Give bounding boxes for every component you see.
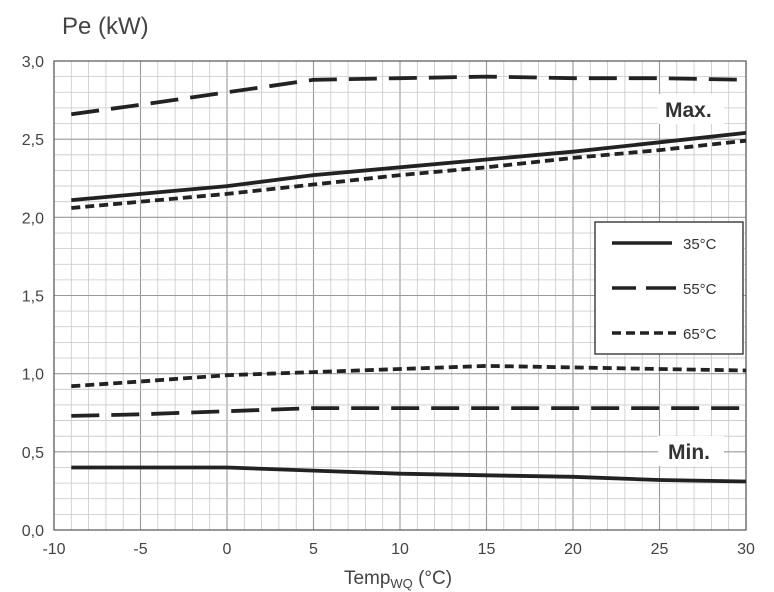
x-tick-label: 15 bbox=[478, 541, 496, 558]
series-line-min-short-dash bbox=[71, 363, 747, 389]
x-tick-label: 30 bbox=[737, 541, 755, 558]
series-line-max-short-dash bbox=[71, 138, 747, 210]
legend-label-35c: 35°C bbox=[683, 236, 717, 253]
annotations: Max. Min. bbox=[658, 94, 724, 466]
y-tick-label: 2,5 bbox=[22, 132, 44, 149]
annotation-min-bg bbox=[658, 436, 724, 466]
x-axis-title: TempWQ (°C) bbox=[344, 568, 452, 591]
annotation-max: Max. bbox=[665, 99, 712, 122]
y-tick-label: 3,0 bbox=[22, 54, 44, 71]
y-tick-label: 0,5 bbox=[22, 445, 44, 462]
y-axis-title: Pe (kW) bbox=[62, 13, 149, 40]
y-tick-label: 2,0 bbox=[22, 210, 44, 227]
y-tick-label: 1,5 bbox=[22, 289, 44, 306]
series-layer bbox=[71, 74, 747, 484]
x-tick-label: 10 bbox=[391, 541, 409, 558]
legend: 35°C 55°C 65°C bbox=[594, 221, 744, 355]
plot-frame bbox=[53, 60, 747, 531]
x-tick-label: 25 bbox=[651, 541, 669, 558]
series-line-max-solid bbox=[71, 131, 747, 202]
series-line-min-solid bbox=[71, 465, 747, 484]
annotation-max-bg bbox=[658, 94, 724, 124]
x-tick-label: 0 bbox=[223, 541, 232, 558]
x-tick-label: 5 bbox=[309, 541, 318, 558]
legend-label-55c: 55°C bbox=[683, 281, 717, 298]
x-tick-label: -10 bbox=[42, 541, 65, 558]
y-tick-labels: 0,0 0,5 1,0 1,5 2,0 2,5 3,0 bbox=[22, 54, 44, 540]
legend-label-65c: 65°C bbox=[683, 326, 717, 343]
series-line-max-long-dash bbox=[71, 74, 747, 117]
series-line-min-long-dash bbox=[71, 406, 746, 418]
x-tick-labels: -10 -5 0 5 10 15 20 25 30 bbox=[42, 541, 755, 558]
x-tick-label: 20 bbox=[564, 541, 582, 558]
x-tick-label: -5 bbox=[133, 541, 147, 558]
y-tick-label: 1,0 bbox=[22, 367, 44, 384]
y-tick-label: 0,0 bbox=[22, 523, 44, 540]
annotation-min: Min. bbox=[668, 441, 710, 464]
